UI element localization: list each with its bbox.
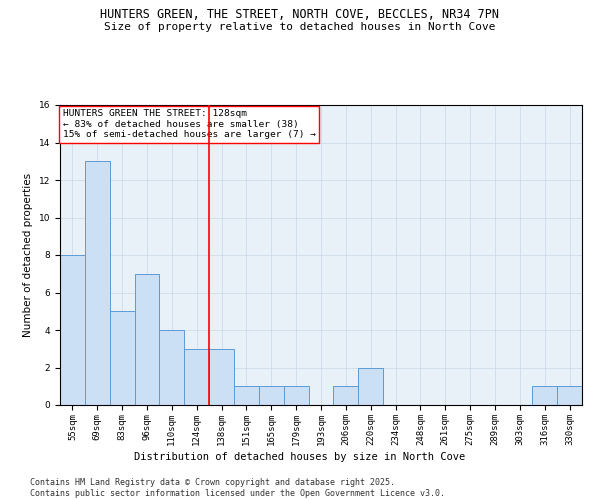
Bar (358, 368, 383, 405)
Bar (184, 349, 209, 405)
Bar (60, 255, 85, 405)
Bar (234, 386, 259, 405)
Bar (557, 386, 582, 405)
Text: HUNTERS GREEN, THE STREET, NORTH COVE, BECCLES, NR34 7PN: HUNTERS GREEN, THE STREET, NORTH COVE, B… (101, 8, 499, 20)
Bar (334, 386, 358, 405)
Bar (160, 330, 184, 405)
Bar (110, 311, 134, 405)
Bar (85, 161, 110, 405)
Text: HUNTERS GREEN THE STREET: 128sqm
← 83% of detached houses are smaller (38)
15% o: HUNTERS GREEN THE STREET: 128sqm ← 83% o… (62, 110, 316, 140)
Text: Size of property relative to detached houses in North Cove: Size of property relative to detached ho… (104, 22, 496, 32)
Bar (209, 349, 234, 405)
Bar (134, 274, 160, 405)
Y-axis label: Number of detached properties: Number of detached properties (23, 173, 33, 337)
Bar (259, 386, 284, 405)
Bar (532, 386, 557, 405)
Text: Distribution of detached houses by size in North Cove: Distribution of detached houses by size … (134, 452, 466, 462)
Text: Contains HM Land Registry data © Crown copyright and database right 2025.
Contai: Contains HM Land Registry data © Crown c… (30, 478, 445, 498)
Bar (284, 386, 308, 405)
